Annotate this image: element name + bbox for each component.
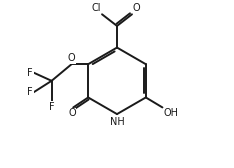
Text: Cl: Cl xyxy=(92,4,101,13)
Text: F: F xyxy=(49,102,55,112)
Text: F: F xyxy=(27,88,33,97)
Text: O: O xyxy=(133,4,140,13)
Text: NH: NH xyxy=(110,117,124,127)
Text: OH: OH xyxy=(163,108,178,118)
Text: O: O xyxy=(68,53,75,63)
Text: F: F xyxy=(27,68,33,77)
Text: O: O xyxy=(69,108,76,118)
